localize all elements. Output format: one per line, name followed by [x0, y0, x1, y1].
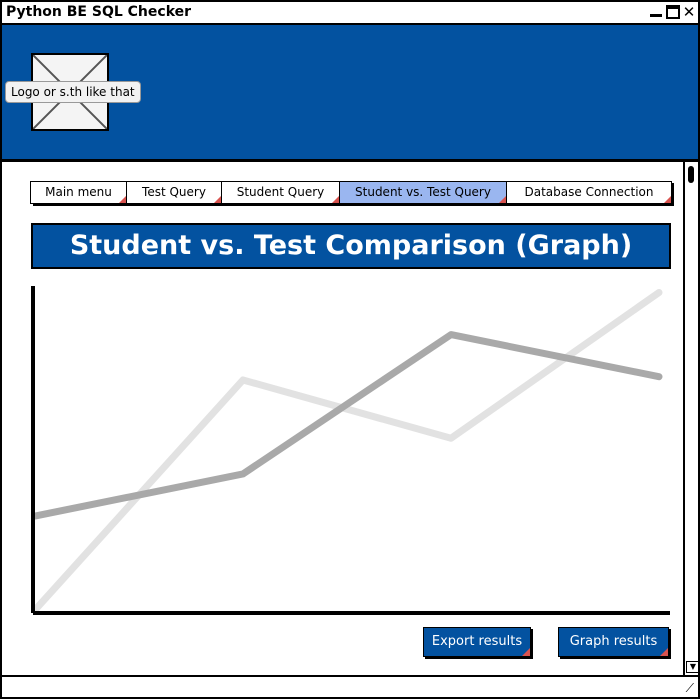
tab-label: Main menu: [45, 185, 112, 199]
tab-corner-icon: [332, 196, 339, 203]
window-title: Python BE SQL Checker: [6, 4, 192, 20]
comparison-line-chart: [31, 286, 670, 615]
tab-corner-icon: [214, 196, 221, 203]
graph-results-button[interactable]: Graph results: [558, 627, 669, 657]
series-layer: [31, 288, 663, 614]
logo-label: Logo or s.th like that: [5, 81, 141, 103]
graph-results-label: Graph results: [569, 634, 658, 649]
tab-student-vs-test-query[interactable]: Student vs. Test Query: [339, 181, 507, 204]
tab-corner-icon: [119, 196, 126, 203]
page-title: Student vs. Test Comparison (Graph): [31, 223, 671, 269]
tab-corner-icon: [664, 196, 671, 203]
export-results-label: Export results: [431, 634, 523, 649]
tab-label: Test Query: [142, 185, 206, 199]
resize-grip-icon[interactable]: ⟋: [685, 681, 694, 695]
button-corner-icon: [660, 648, 668, 656]
close-icon[interactable]: ✕: [682, 3, 696, 21]
minimize-icon[interactable]: [649, 5, 663, 19]
status-bar: ⟋: [2, 675, 698, 697]
header-banner: Logo or s.th like that: [2, 25, 698, 162]
series-line-2: [31, 331, 663, 520]
tab-label: Student Query: [236, 185, 325, 199]
series-line-1: [31, 288, 663, 614]
export-results-button[interactable]: Export results: [423, 627, 531, 657]
tab-student-query[interactable]: Student Query: [221, 181, 340, 204]
scrollbar-thumb[interactable]: [688, 166, 694, 183]
title-bar: Python BE SQL Checker ✕: [2, 2, 698, 25]
tab-main-menu[interactable]: Main menu: [30, 181, 127, 204]
scroll-down-arrow-icon[interactable]: ▼: [686, 661, 698, 673]
maximize-icon[interactable]: [666, 5, 680, 19]
tab-corner-icon: [499, 196, 506, 203]
tab-label: Database Connection: [524, 185, 654, 199]
tab-label: Student vs. Test Query: [355, 185, 491, 199]
tab-bar: Main menu Test Query Student Query Stude…: [30, 181, 672, 204]
vertical-scrollbar[interactable]: ▼: [683, 162, 698, 675]
main-content: Main menu Test Query Student Query Stude…: [2, 162, 683, 675]
tab-database-connection[interactable]: Database Connection: [506, 181, 672, 204]
tab-test-query[interactable]: Test Query: [126, 181, 222, 204]
button-corner-icon: [522, 648, 530, 656]
